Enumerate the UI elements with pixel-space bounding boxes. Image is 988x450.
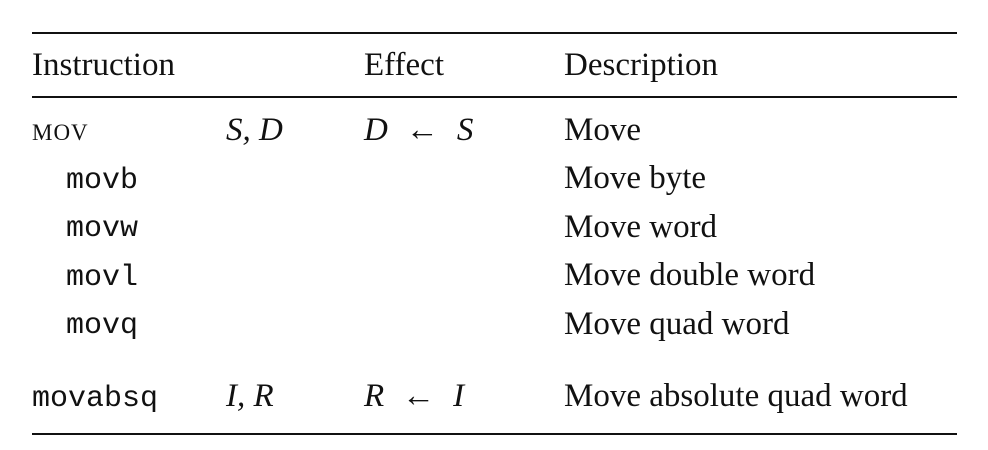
instruction-movb: movb [66,163,139,198]
description-cell: Move double word [564,257,816,294]
effect-src: I [453,378,465,414]
table-row: MOV S, D D ← S Move [32,97,957,155]
effect-src: S [456,111,474,148]
effect-cell [364,155,564,204]
mov-instruction-table: Instruction Effect Description MOV S, D … [32,32,957,435]
table-row: movq Move quad word [32,300,957,349]
operands-cell [226,252,364,301]
description-cell: Move [564,111,641,148]
operands-cell [226,155,364,204]
table-row: movabsq I, R R ← I Move absolute quad word [32,349,957,434]
description-cell: Move absolute quad word [564,378,908,414]
effect-cell [364,300,564,349]
instruction-cell: MOV [32,97,226,155]
effect-cell [364,203,564,252]
left-arrow-icon: ← [402,378,436,414]
instruction-movabsq: movabsq [32,381,159,416]
instruction-cell: movw [32,203,226,252]
header-description: Description [564,46,718,83]
header-operands [226,33,364,97]
instruction-cell: movl [32,252,226,301]
instruction-movq: movq [66,309,139,344]
operands-cell: S, D [226,111,283,148]
operands-cell [226,300,364,349]
instruction-cell: movb [32,155,226,204]
effect-cell [364,252,564,301]
description-cell: Move quad word [564,305,790,342]
effect-cell: R ← I [364,349,564,434]
effect-cell: D ← S [364,97,564,155]
description-cell: Move word [564,208,718,245]
table-row: movb Move byte [32,155,957,204]
instruction-cell: movq [32,300,226,349]
table-header-row: Instruction Effect Description [32,33,957,97]
operands-cell: I, R [226,378,274,414]
operands-cell [226,203,364,252]
instruction-cell: movabsq [32,349,226,434]
description-cell: Move byte [564,160,707,197]
effect-dest: R [364,378,385,414]
effect-dest: D [364,111,388,148]
table-row: movl Move double word [32,252,957,301]
header-effect: Effect [364,46,445,83]
instruction-class-mov: MOV [32,111,89,148]
instruction-movw: movw [66,212,139,247]
left-arrow-icon: ← [405,111,439,148]
instruction-table-container: Instruction Effect Description MOV S, D … [32,32,957,435]
table-row: movw Move word [32,203,957,252]
instruction-movl: movl [66,260,139,295]
header-instruction: Instruction [32,46,175,83]
